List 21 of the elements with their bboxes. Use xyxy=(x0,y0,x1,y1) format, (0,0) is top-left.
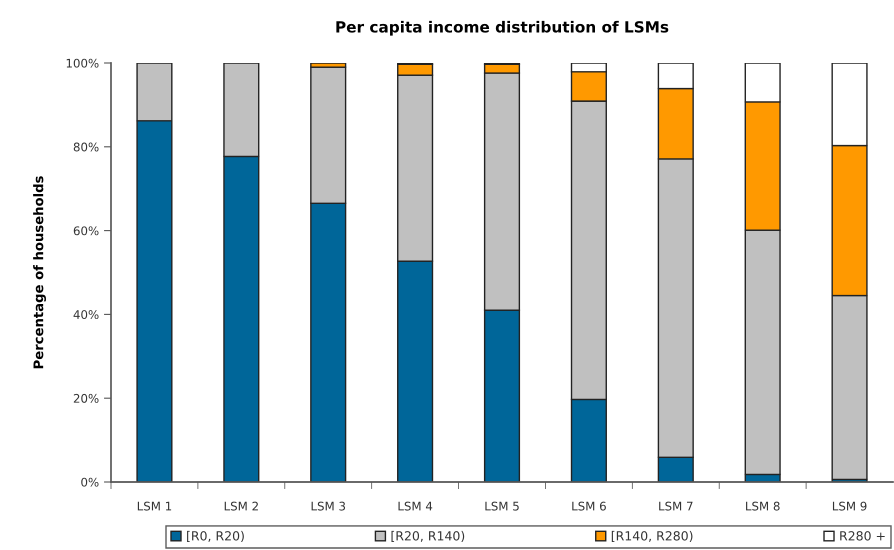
x-tick-label: LSM 4 xyxy=(398,502,432,511)
chart-title: Per capita income distribution of LSMs xyxy=(336,20,668,36)
y-tick-label: 40% xyxy=(74,310,99,320)
x-tick-label: LSM 3 xyxy=(312,502,346,511)
x-tick-label: LSM 1 xyxy=(138,502,172,511)
legend-label: R280 + xyxy=(840,531,885,541)
x-tick-label: LSM 6 xyxy=(572,502,606,511)
legend-label: [R0, R20) xyxy=(187,530,244,542)
y-tick-label: 60% xyxy=(74,226,99,236)
x-tick-label: LSM 8 xyxy=(746,502,780,511)
x-tick-label: LSM 5 xyxy=(485,502,519,511)
x-tick-label: LSM 9 xyxy=(832,502,866,511)
x-tick-label: LSM 2 xyxy=(224,502,258,511)
x-tick-label: LSM 7 xyxy=(659,502,693,511)
y-tick-label: 100% xyxy=(66,58,99,68)
y-tick-label: 80% xyxy=(74,142,99,152)
legend-label: [R20, R140) xyxy=(391,530,464,542)
y-tick-label: 20% xyxy=(74,394,99,403)
y-axis-title: Percentage of households xyxy=(33,176,46,368)
legend-label: [R140, R280) xyxy=(612,530,692,542)
y-tick-label: 0% xyxy=(81,478,99,487)
